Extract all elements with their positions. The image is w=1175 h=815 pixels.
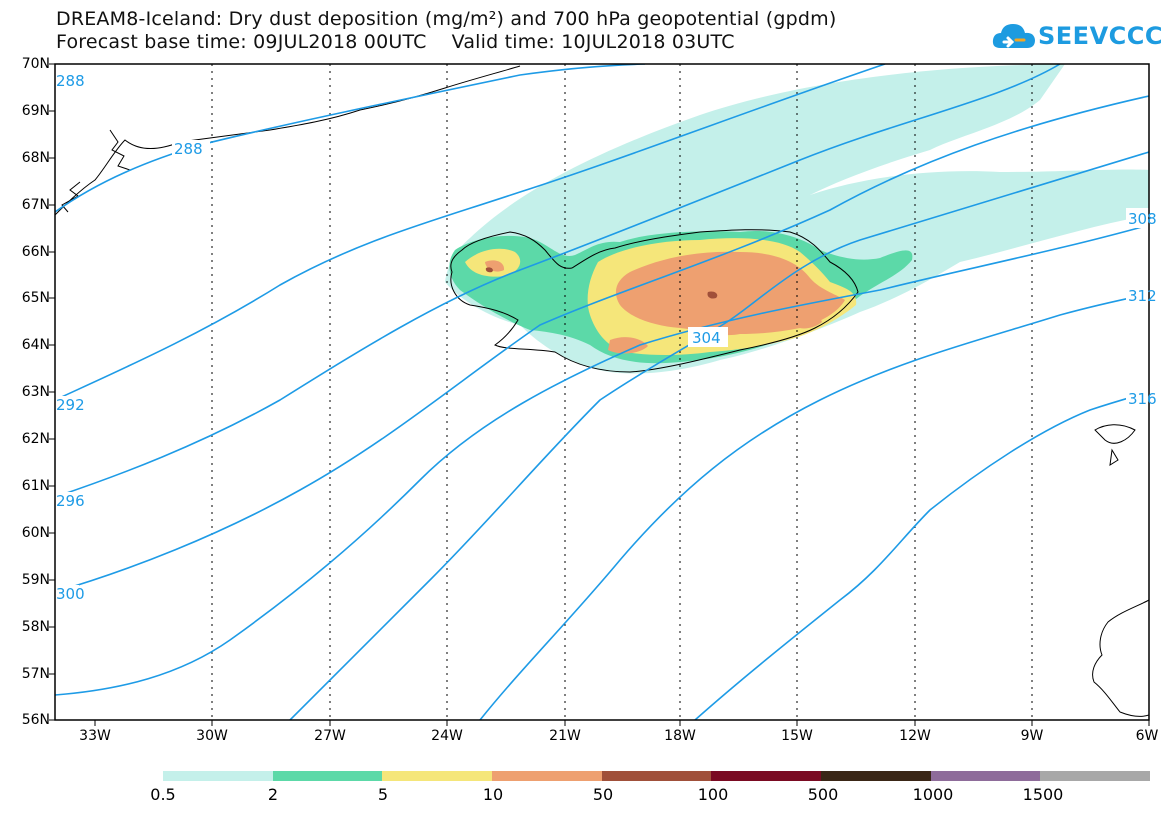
legend-label: 2 (267, 785, 279, 804)
lon-label: 9W (1020, 728, 1044, 744)
lon-label: 33W (79, 728, 111, 744)
contour-label: 308 (1128, 210, 1157, 228)
contour-300 (55, 95, 1149, 593)
lon-label: 30W (196, 728, 228, 744)
contour-312 (479, 293, 1149, 720)
lat-label: 61N (21, 478, 50, 494)
legend-swatch (272, 771, 383, 781)
lat-label: 66N (21, 244, 50, 260)
contour-label: 316 (1128, 390, 1157, 408)
legend-label: 5 (377, 785, 389, 804)
legend-label: 1000 (912, 785, 954, 804)
lat-label: 65N (21, 290, 50, 306)
lon-label: 24W (431, 728, 463, 744)
legend-swatch (601, 771, 712, 781)
iceland-coast (450, 229, 859, 373)
lon-label: 12W (899, 728, 931, 744)
cloud-icon (992, 24, 1035, 48)
contour-label: 288 (174, 140, 203, 158)
lon-label: 6W (1135, 728, 1159, 744)
contour-label: 296 (56, 492, 85, 510)
lat-label: 70N (21, 56, 50, 72)
legend-swatch (382, 771, 493, 781)
legend-label: 100 (697, 785, 729, 804)
map-subtitle: Forecast base time: 09JUL2018 00UTC Vali… (56, 31, 735, 53)
contour-316 (694, 391, 1149, 720)
lat-label: 58N (21, 619, 50, 635)
contour-292 (55, 64, 886, 401)
lat-label: 57N (21, 666, 50, 682)
iceland-dust-10 (485, 251, 845, 354)
lat-label: 60N (21, 525, 50, 541)
lat-label: 69N (21, 103, 50, 119)
legend-swatch (821, 771, 931, 781)
seevccc-logo: SEEVCCC (990, 18, 1163, 58)
contour-label: 288 (56, 72, 85, 90)
legend-swatch (492, 771, 602, 781)
lon-label: 15W (781, 728, 813, 744)
lat-label: 68N (21, 150, 50, 166)
contour-308 (55, 224, 1149, 696)
lat-label: 63N (21, 384, 50, 400)
logo-text: SEEVCCC (1038, 22, 1163, 50)
contour-296 (55, 64, 1061, 498)
legend-swatch (930, 771, 1041, 781)
faroe-coast (1094, 424, 1136, 466)
contour-label: 292 (56, 396, 85, 414)
color-legend (163, 771, 1151, 781)
lat-label: 59N (21, 572, 50, 588)
lat-label: 67N (21, 197, 50, 213)
lat-label: 64N (21, 337, 50, 353)
legend-swatch (711, 771, 822, 781)
legend-swatch (1040, 771, 1151, 781)
legend-label: 0.5 (150, 785, 176, 804)
contour-label: 312 (1128, 287, 1157, 305)
legend-swatch (163, 771, 273, 781)
lon-label: 21W (549, 728, 581, 744)
legend-label: 500 (807, 785, 839, 804)
scotland-coast (1092, 599, 1149, 717)
greenland-coast (55, 65, 521, 216)
lon-label: 27W (314, 728, 346, 744)
legend-label: 1500 (1022, 785, 1064, 804)
contour-304 (289, 151, 1149, 720)
contour-288-a (55, 64, 646, 213)
legend-label: 10 (482, 785, 504, 804)
lat-label: 56N (21, 712, 50, 728)
legend-label: 50 (592, 785, 614, 804)
lon-label: 18W (664, 728, 696, 744)
lat-label: 62N (21, 431, 50, 447)
map-title: DREAM8-Iceland: Dry dust deposition (mg/… (56, 8, 837, 30)
contour-label: 300 (56, 585, 85, 603)
contour-label: 304 (692, 329, 721, 347)
